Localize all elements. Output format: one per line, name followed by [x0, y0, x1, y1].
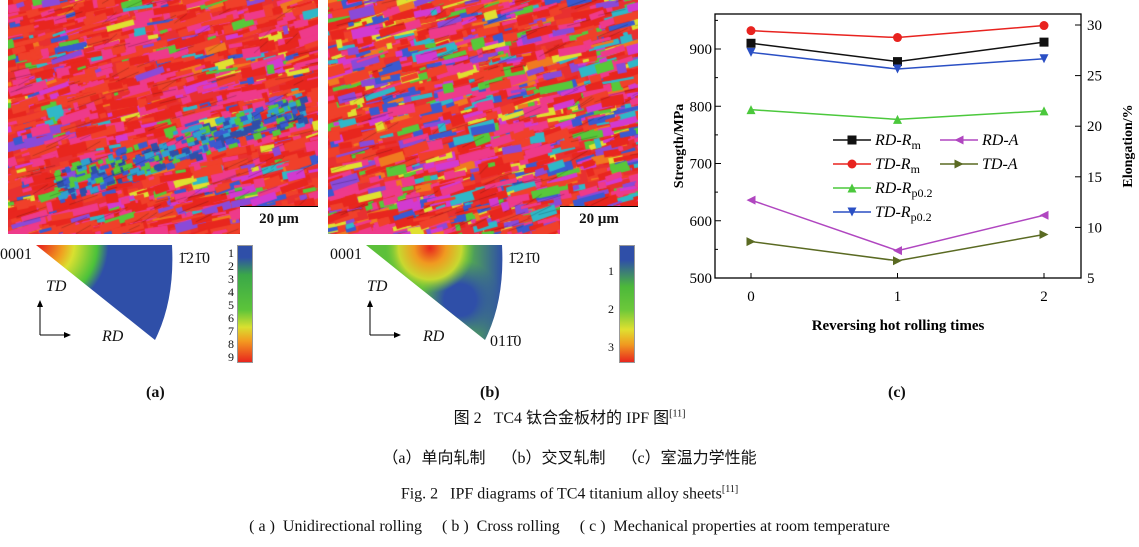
- colorbar-tick: 2: [608, 302, 614, 316]
- y2-tick-label: 10: [1087, 220, 1102, 236]
- colorbar-tick: 3: [608, 340, 614, 354]
- ipf-corner-0001-b: 0001: [330, 246, 362, 263]
- colorbar-tick: 1: [228, 246, 234, 260]
- colorbar-b: [619, 245, 635, 363]
- panel-label-a: (a): [146, 384, 165, 401]
- legend-label: TD-Rm: [875, 156, 921, 176]
- y2-tick-label: 15: [1087, 170, 1102, 186]
- y2-axis-label: Elongation/%: [1121, 104, 1136, 187]
- colorbar-tick: 3: [228, 272, 234, 286]
- colorbar-tick: 1: [608, 264, 614, 278]
- legend-label: RD-Rp0.2: [874, 180, 932, 200]
- legend-marker: [954, 135, 964, 145]
- data-point-TD-Rp0.2: [1039, 54, 1049, 64]
- legend-label: RD-Rm: [874, 132, 921, 152]
- data-point-RD-A: [893, 246, 902, 256]
- y2-tick-label: 20: [1087, 119, 1102, 135]
- ipf-triangle-b: [366, 245, 503, 340]
- caption-en-title-text: Fig. 2 IPF diagrams of TC4 titanium allo…: [400, 485, 722, 503]
- legend-label: TD-A: [982, 156, 1018, 173]
- data-point-TD-Rp0.2: [893, 64, 902, 74]
- ipf-corner-1210-a: 1̄21̄0: [178, 250, 210, 267]
- colorbar-tick: 8: [228, 337, 234, 351]
- x-tick-label: 2: [1040, 289, 1048, 305]
- series-line-TD-A: [750, 233, 1045, 262]
- caption-zh-ref: [11]: [669, 408, 686, 420]
- ebsd-map-a: [8, 0, 318, 234]
- axis-rd-a: RD: [102, 328, 124, 345]
- y-tick-label: 500: [690, 271, 713, 287]
- caption-zh-sub: （a）单向轧制 （b）交叉轧制 （c）室温力学性能: [382, 450, 757, 467]
- colorbar-tick: 7: [228, 324, 234, 338]
- x-tick-label: 0: [747, 289, 755, 305]
- ipf-corner-0001-a: 0001: [0, 246, 32, 263]
- legend-label: TD-Rp0.2: [875, 204, 932, 224]
- data-point-RD-Rp0.2: [893, 114, 902, 124]
- data-point-RD-Rm: [893, 57, 902, 67]
- legend-marker: [954, 159, 964, 169]
- caption-en-ref: [11]: [721, 484, 739, 495]
- colorbar-tick: 6: [228, 311, 234, 325]
- legend-marker: [847, 135, 857, 145]
- data-point-TD-A: [1039, 229, 1049, 239]
- y2-tick-label: 30: [1087, 18, 1102, 34]
- data-point-RD-Rm: [1039, 37, 1049, 47]
- y-tick-label: 700: [690, 157, 713, 173]
- axis-rd-b: RD: [423, 328, 445, 345]
- legend-marker: [847, 183, 857, 193]
- caption-zh-title-text: 图 2 TC4 钛合金板材的 IPF 图: [453, 410, 670, 427]
- y-axis-label: Strength/MPa: [672, 104, 687, 189]
- data-point-TD-A: [746, 237, 756, 247]
- legend-marker: [847, 207, 857, 217]
- ipf-corner-1210-b: 1̄21̄0: [508, 250, 540, 267]
- scale-bar-b: 20 μm: [560, 206, 638, 235]
- ipf-triangle-a: [36, 245, 173, 340]
- data-point-TD-Rp0.2: [746, 47, 756, 57]
- x-axis-label: Reversing hot rolling times: [812, 318, 985, 334]
- data-point-RD-A: [1039, 210, 1049, 220]
- data-point-TD-A: [893, 256, 902, 266]
- data-point-RD-Rm: [746, 38, 756, 48]
- colorbar-tick: 5: [228, 298, 234, 312]
- caption-en-title: Fig. 2 IPF diagrams of TC4 titanium allo…: [0, 484, 1139, 503]
- panel-label-c: (c): [888, 384, 906, 401]
- legend-marker: [847, 159, 857, 169]
- mechanical-properties-chart: 500 600 700 800 900 5 10 15 20 25 30 0 1 2 Reversing h…: [672, 13, 1136, 334]
- axis-td-a: TD: [46, 278, 67, 295]
- data-point-TD-Rm: [893, 33, 902, 43]
- ipf-corner-0110-b: 011̄0: [490, 333, 522, 350]
- y-tick-label: 900: [690, 42, 713, 58]
- panel-label-b: (b): [480, 384, 500, 401]
- x-tick-label: 1: [894, 289, 902, 305]
- y2-tick-label: 5: [1087, 271, 1095, 287]
- y-tick-label: 800: [690, 99, 713, 115]
- colorbar-tick: 4: [228, 285, 234, 299]
- colorbar-tick: 9: [228, 350, 234, 364]
- data-point-TD-Rm: [746, 26, 756, 36]
- y2-tick-label: 25: [1087, 69, 1102, 85]
- legend-label: RD-A: [981, 132, 1019, 149]
- axis-td-b: TD: [367, 278, 388, 295]
- caption-en-sub: ( a ) Unidirectional rolling ( b ) Cross…: [249, 518, 890, 535]
- caption-zh-title: 图 2 TC4 钛合金板材的 IPF 图[11]: [0, 404, 1139, 428]
- colorbar-a: [237, 245, 253, 363]
- data-point-RD-Rp0.2: [1039, 106, 1049, 116]
- ebsd-map-b: [328, 0, 638, 234]
- data-point-TD-Rm: [1039, 21, 1049, 31]
- colorbar-tick: 2: [228, 259, 234, 273]
- scale-bar-a: 20 μm: [240, 206, 318, 235]
- data-point-RD-Rp0.2: [746, 105, 756, 115]
- y-tick-label: 600: [690, 214, 713, 230]
- data-point-RD-A: [746, 195, 756, 205]
